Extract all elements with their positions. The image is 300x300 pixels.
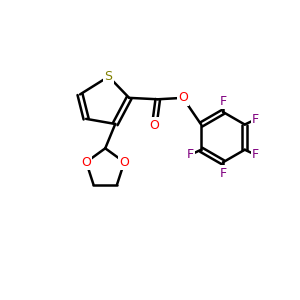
Text: F: F — [219, 167, 226, 180]
Text: O: O — [81, 156, 91, 169]
Text: F: F — [252, 148, 259, 161]
Text: O: O — [178, 92, 188, 104]
Text: F: F — [252, 113, 259, 126]
Text: S: S — [105, 70, 112, 83]
Text: O: O — [149, 118, 159, 131]
Text: O: O — [119, 156, 129, 169]
Text: F: F — [187, 148, 194, 161]
Text: F: F — [219, 94, 226, 108]
